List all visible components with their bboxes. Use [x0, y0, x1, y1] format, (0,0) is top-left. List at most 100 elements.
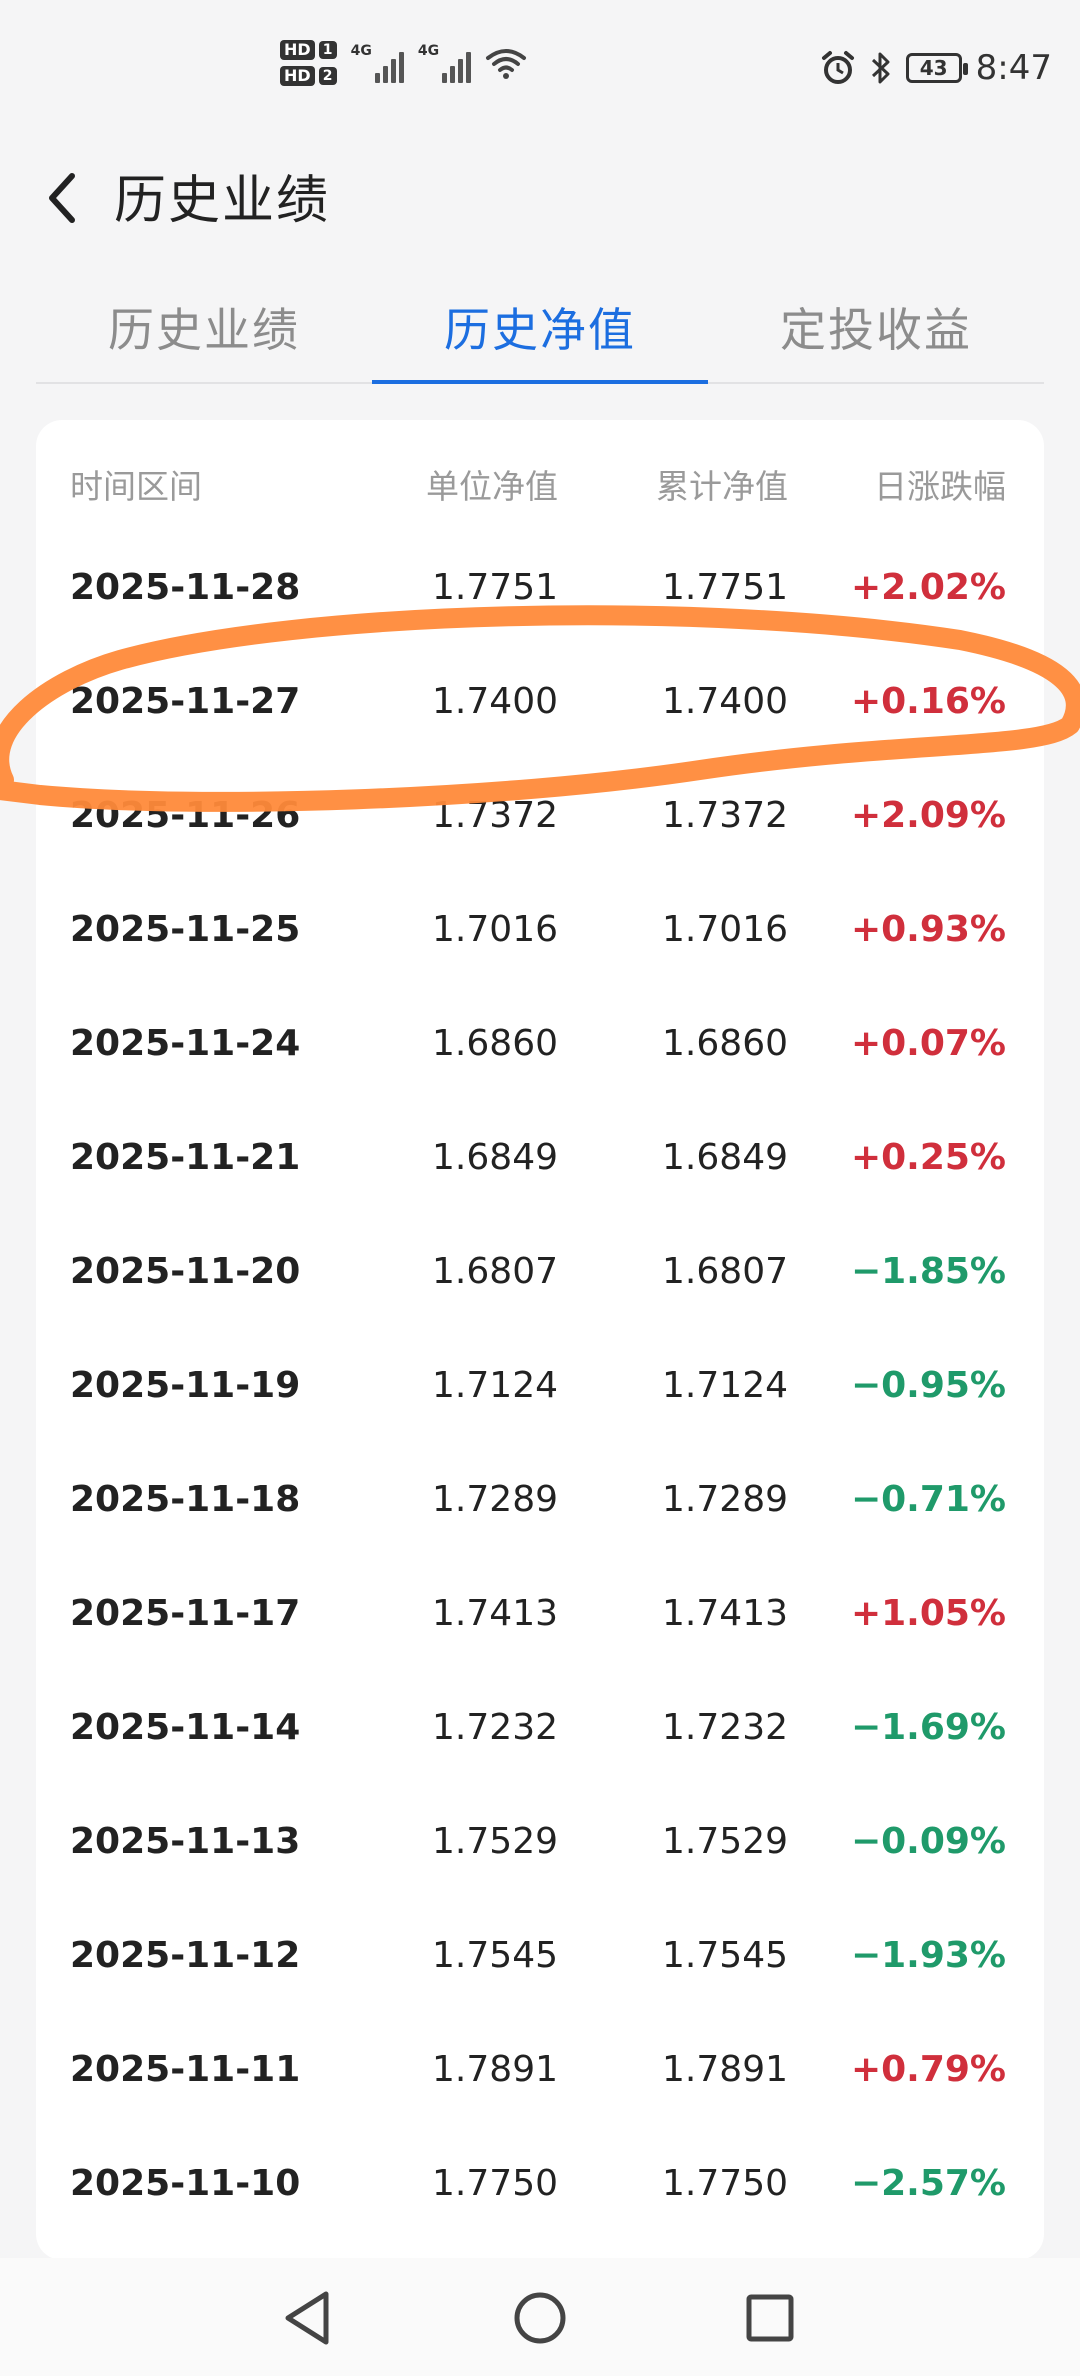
battery-level: 43 [919, 56, 948, 80]
row-accumulated-nav: 1.7289 [662, 1479, 788, 1520]
row-daily-change: +0.16% [850, 681, 1006, 722]
row-date: 2025-11-13 [70, 1821, 301, 1862]
row-daily-change: +0.79% [850, 2049, 1006, 2090]
sim1-number: 1 [318, 41, 337, 59]
status-bar: HD 1 HD 2 4G 4G [0, 0, 1080, 150]
row-daily-change: −2.57% [850, 2163, 1006, 2204]
row-date: 2025-11-10 [70, 2163, 301, 2204]
table-row[interactable]: 2025-11-20 1.6807 1.6807 −1.85% [36, 1219, 1044, 1334]
row-accumulated-nav: 1.6849 [662, 1137, 788, 1178]
back-triangle-icon[interactable] [270, 2280, 350, 2356]
row-date: 2025-11-19 [70, 1365, 301, 1406]
column-header-unit-nav: 单位净值 [426, 467, 558, 506]
row-accumulated-nav: 1.7545 [662, 1935, 788, 1976]
wifi-icon [486, 49, 527, 79]
row-date: 2025-11-20 [70, 1251, 301, 1292]
row-accumulated-nav: 1.7750 [662, 2163, 788, 2204]
row-daily-change: −1.85% [850, 1251, 1006, 1292]
row-unit-nav: 1.7545 [432, 1935, 558, 1976]
sim2-number: 2 [318, 67, 337, 85]
row-date: 2025-11-14 [70, 1707, 301, 1748]
row-unit-nav: 1.7372 [432, 795, 558, 836]
row-accumulated-nav: 1.7413 [662, 1593, 788, 1634]
tab-history-performance[interactable]: 历史业绩 [108, 303, 300, 357]
nav-history-card: 时间区间 单位净值 累计净值 日涨跌幅 2025-11-28 1.7751 1.77… [36, 420, 1044, 2260]
header: 历史业绩 [0, 150, 1080, 280]
row-accumulated-nav: 1.7372 [662, 795, 788, 836]
table-row[interactable]: 2025-11-18 1.7289 1.7289 −0.71% [36, 1447, 1044, 1562]
column-header-date: 时间区间 [70, 467, 202, 506]
row-daily-change: −0.09% [850, 1821, 1006, 1862]
row-date: 2025-11-27 [70, 681, 301, 722]
tab-history-nav[interactable]: 历史净值 [444, 303, 636, 357]
row-unit-nav: 1.7232 [432, 1707, 558, 1748]
alarm-icon [821, 51, 854, 84]
row-accumulated-nav: 1.7016 [662, 909, 788, 950]
row-date: 2025-11-28 [70, 567, 301, 608]
network-type: 4G [350, 43, 372, 59]
network-type: 4G [417, 43, 440, 59]
table-row[interactable]: 2025-11-21 1.6849 1.6849 +0.25% [36, 1105, 1044, 1220]
status-left: HD 1 HD 2 4G 4G [280, 40, 527, 86]
hd-badge: HD [280, 66, 315, 86]
status-right: 43 8:47 [820, 48, 1052, 88]
table-row[interactable]: 2025-11-27 1.7400 1.7400 +0.16% [36, 649, 1044, 764]
table-row[interactable]: 2025-11-14 1.7232 1.7232 −1.69% [36, 1675, 1044, 1790]
signal2-icon: 4G [417, 43, 472, 83]
table-row[interactable]: 2025-11-10 1.7750 1.7750 −2.57% [36, 2131, 1044, 2246]
hd-badge: HD [280, 40, 315, 60]
recents-square-icon[interactable] [730, 2280, 810, 2356]
row-daily-change: −0.71% [850, 1479, 1006, 1520]
row-daily-change: +2.02% [850, 567, 1006, 608]
row-daily-change: +0.07% [850, 1023, 1006, 1064]
row-unit-nav: 1.7529 [432, 1821, 558, 1862]
row-unit-nav: 1.7750 [432, 2163, 558, 2204]
row-unit-nav: 1.6807 [432, 1251, 558, 1292]
column-header-daily-change: 日涨跌幅 [874, 467, 1006, 506]
row-daily-change: −1.93% [850, 1935, 1006, 1976]
row-daily-change: +0.93% [850, 909, 1006, 950]
row-daily-change: −0.95% [850, 1365, 1006, 1406]
row-accumulated-nav: 1.7124 [662, 1365, 788, 1406]
row-date: 2025-11-24 [70, 1023, 301, 1064]
table-row[interactable]: 2025-11-12 1.7545 1.7545 −1.93% [36, 1903, 1044, 2018]
row-date: 2025-11-25 [70, 909, 301, 950]
row-unit-nav: 1.6860 [432, 1023, 558, 1064]
table-row[interactable]: 2025-11-24 1.6860 1.6860 +0.07% [36, 991, 1044, 1106]
system-nav-bar [0, 2258, 1080, 2376]
row-unit-nav: 1.7124 [432, 1365, 558, 1406]
signal1-icon: 4G [351, 43, 404, 83]
table-row[interactable]: 2025-11-25 1.7016 1.7016 +0.93% [36, 877, 1044, 992]
row-unit-nav: 1.7400 [432, 681, 558, 722]
row-unit-nav: 1.7891 [432, 2049, 558, 2090]
table-row[interactable]: 2025-11-26 1.7372 1.7372 +2.09% [36, 763, 1044, 878]
row-unit-nav: 1.7413 [432, 1593, 558, 1634]
table-row[interactable]: 2025-11-17 1.7413 1.7413 +1.05% [36, 1561, 1044, 1676]
home-circle-icon[interactable] [500, 2280, 580, 2356]
table-row[interactable]: 2025-11-28 1.7751 1.7751 +2.02% [36, 535, 1044, 650]
tab-sip-returns[interactable]: 定投收益 [780, 303, 972, 357]
table-row[interactable]: 2025-11-19 1.7124 1.7124 −0.95% [36, 1333, 1044, 1448]
row-accumulated-nav: 1.7400 [662, 681, 788, 722]
row-accumulated-nav: 1.6807 [662, 1251, 788, 1292]
row-daily-change: −1.69% [850, 1707, 1006, 1748]
row-unit-nav: 1.7751 [432, 567, 558, 608]
column-header-accumulated-nav: 累计净值 [656, 467, 788, 506]
back-arrow-icon[interactable] [38, 162, 98, 234]
page-title: 历史业绩 [114, 171, 331, 231]
table-row[interactable]: 2025-11-11 1.7891 1.7891 +0.79% [36, 2017, 1044, 2132]
row-unit-nav: 1.7289 [432, 1479, 558, 1520]
row-unit-nav: 1.6849 [432, 1137, 558, 1178]
clock: 8:47 [975, 48, 1052, 88]
active-tab-indicator [372, 380, 708, 384]
bluetooth-icon [871, 52, 890, 84]
row-date: 2025-11-11 [70, 2049, 301, 2090]
table-row[interactable]: 2025-11-13 1.7529 1.7529 −0.09% [36, 1789, 1044, 1904]
row-daily-change: +0.25% [850, 1137, 1006, 1178]
table-header: 时间区间 单位净值 累计净值 日涨跌幅 [36, 460, 1044, 520]
sim-indicators: HD 1 HD 2 [280, 40, 337, 86]
sim1-indicator: HD 1 [280, 40, 337, 60]
row-date: 2025-11-17 [70, 1593, 301, 1634]
row-daily-change: +2.09% [850, 795, 1006, 836]
sim2-indicator: HD 2 [280, 66, 337, 86]
